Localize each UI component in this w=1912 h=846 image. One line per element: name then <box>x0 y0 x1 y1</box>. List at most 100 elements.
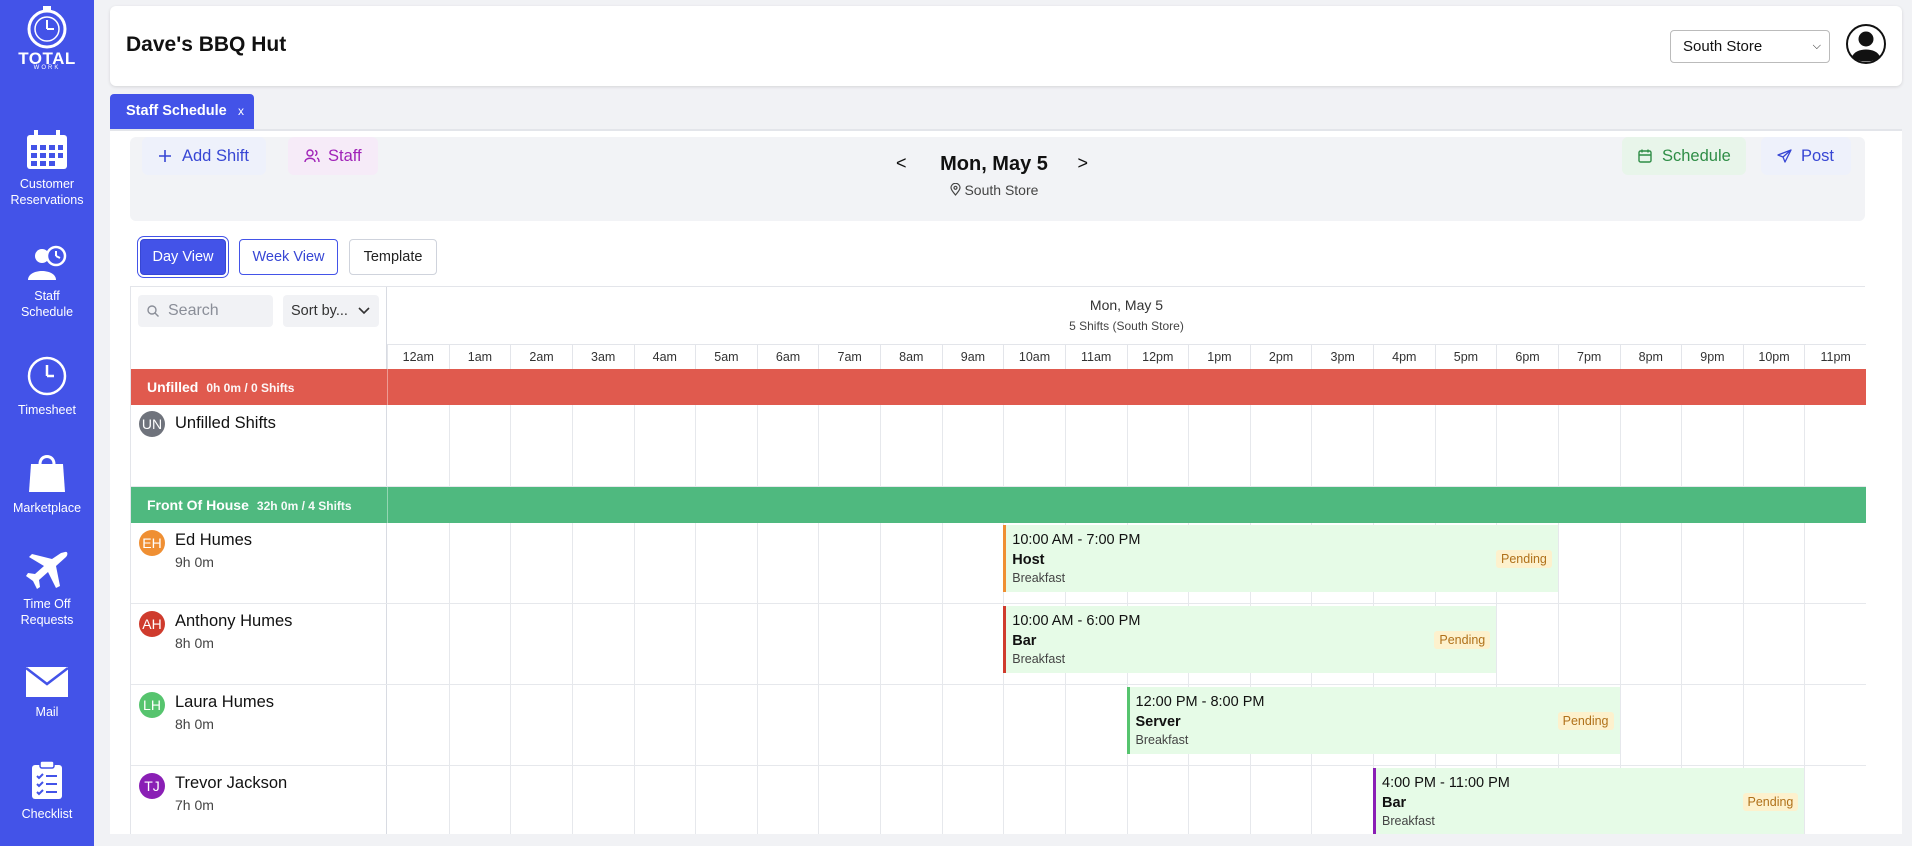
sidebar-item-customer-reservations[interactable]: Customer Reservations <box>0 130 94 208</box>
stopwatch-logo-icon <box>27 6 67 49</box>
hour-gridline <box>695 604 697 684</box>
timeline-row[interactable]: 12:00 PM - 8:00 PM Server Breakfast Pending <box>387 685 1866 765</box>
timeline-row[interactable]: 10:00 AM - 7:00 PM Host Breakfast Pending <box>387 523 1866 603</box>
timeline-row[interactable] <box>387 405 1866 486</box>
hour-gridline <box>1619 685 1621 765</box>
schedule-panel: Add Shift Staff < Mon, May 5 > South Sto… <box>110 129 1902 834</box>
hour-gridline <box>880 405 881 486</box>
hour-label: 8am <box>880 345 942 369</box>
employee-name[interactable]: Trevor Jackson <box>175 774 288 792</box>
map-pin-icon <box>949 182 961 196</box>
hour-gridline <box>941 685 943 765</box>
hour-gridline <box>818 405 820 486</box>
sidebar-label-timesheet: Timesheet <box>18 403 76 417</box>
employee-hours: 8h 0m <box>175 635 214 651</box>
tab-close-button[interactable]: x <box>238 104 244 118</box>
hour-gridline <box>756 405 758 486</box>
shift-meal: Breakfast <box>1382 814 1435 828</box>
store-select[interactable]: South Store ⌵ <box>1670 30 1830 63</box>
add-shift-button[interactable]: Add Shift <box>142 137 266 175</box>
hour-gridline <box>1681 685 1683 765</box>
template-button[interactable]: Template <box>349 239 437 275</box>
status-badge: Pending <box>1496 550 1552 568</box>
hour-gridline <box>1311 405 1313 486</box>
group-divider <box>387 369 388 405</box>
staff-button[interactable]: Staff <box>288 137 378 175</box>
app-logo[interactable]: TOTAL WORK <box>0 2 94 74</box>
calendar-icon <box>27 130 67 169</box>
hour-gridline <box>1188 405 1190 486</box>
hour-gridline <box>695 766 697 834</box>
sidebar-item-staff-schedule[interactable]: Staff Schedule <box>0 244 94 320</box>
hour-gridline <box>448 766 450 834</box>
shift-time: 12:00 PM - 8:00 PM <box>1135 694 1265 710</box>
employee-row: EH Ed Humes 9h 0m 10:00 AM - 7:00 PM Host Bre… <box>131 523 1866 604</box>
sidebar-item-checklist[interactable]: Checklist <box>0 760 94 822</box>
store-select-value: South Store <box>1683 38 1763 55</box>
timeline-row[interactable]: 10:00 AM - 6:00 PM Bar Breakfast Pending <box>387 604 1866 684</box>
hour-gridline <box>1064 685 1066 765</box>
sidebar-item-mail[interactable]: Mail <box>0 666 94 720</box>
hour-label: 8pm <box>1619 345 1682 369</box>
prev-day-button[interactable]: < <box>896 153 907 173</box>
hour-label: 5am <box>695 345 757 369</box>
next-day-button[interactable]: > <box>1077 153 1088 173</box>
avatar: TJ <box>139 773 165 799</box>
hour-gridline <box>818 766 820 834</box>
hour-gridline <box>510 604 512 684</box>
user-avatar-icon[interactable] <box>1846 24 1886 64</box>
sidebar-label-marketplace: Marketplace <box>12 501 82 515</box>
employee-name[interactable]: Ed Humes <box>175 531 253 549</box>
hour-gridline <box>1681 405 1683 486</box>
schedule-button[interactable]: Schedule <box>1622 137 1746 175</box>
hour-gridline <box>1619 604 1621 684</box>
shift-block[interactable]: 10:00 AM - 7:00 PM Host Breakfast Pending <box>1003 525 1558 592</box>
hour-gridline <box>1742 604 1744 684</box>
employee-name[interactable]: Anthony Humes <box>175 612 293 630</box>
shift-time: 10:00 AM - 7:00 PM <box>1012 532 1141 548</box>
hour-label: 5pm <box>1434 345 1497 369</box>
tab-staff-schedule[interactable]: Staff Schedule x <box>110 94 254 129</box>
shopping-bag-icon <box>29 455 65 492</box>
hour-label: 11am <box>1064 345 1127 369</box>
sidebar-label-time-off-requests: Time Off Requests <box>20 597 74 627</box>
hour-gridline <box>818 604 820 684</box>
shift-block[interactable]: 12:00 PM - 8:00 PM Server Breakfast Pending <box>1126 687 1620 754</box>
hour-label: 7am <box>818 345 880 369</box>
hour-gridline <box>1064 405 1066 486</box>
employee-row: LH Laura Humes 8h 0m 12:00 PM - 8:00 PM Serv… <box>131 685 1866 766</box>
hour-gridline <box>1804 405 1806 486</box>
sidebar-item-timesheet[interactable]: Timesheet <box>0 356 94 418</box>
hour-gridline <box>880 604 881 684</box>
hour-label: 1pm <box>1188 345 1250 369</box>
timeline-row[interactable]: 4:00 PM - 11:00 PM Bar Breakfast Pending <box>387 766 1866 834</box>
shift-block[interactable]: 4:00 PM - 11:00 PM Bar Breakfast Pending <box>1373 768 1805 834</box>
sort-select[interactable]: Sort by... <box>283 295 379 327</box>
send-icon <box>1777 149 1792 163</box>
status-badge: Pending <box>1557 712 1614 730</box>
sidebar: TOTAL WORK Customer Reservations Staff Sch… <box>0 0 94 846</box>
day-view-button[interactable]: Day View <box>140 239 226 275</box>
group-front-of-house-header[interactable]: Front Of House 32h 0m / 4 Shifts <box>131 487 1866 523</box>
employee-row: AH Anthony Humes 8h 0m 10:00 AM - 6:00 PM Ba… <box>131 604 1866 685</box>
hour-gridline <box>448 405 450 486</box>
shift-block[interactable]: 10:00 AM - 6:00 PM Bar Breakfast Pending <box>1003 606 1497 673</box>
group-summary: 0h 0m / 0 Shifts <box>206 381 295 395</box>
hour-label: 10am <box>1003 345 1065 369</box>
users-icon <box>304 149 320 163</box>
post-button[interactable]: Post <box>1761 137 1851 175</box>
hour-gridline <box>448 685 450 765</box>
plus-icon <box>159 150 171 162</box>
hour-gridline <box>695 523 697 603</box>
sidebar-item-marketplace[interactable]: Marketplace <box>0 452 94 516</box>
week-view-button[interactable]: Week View <box>239 239 338 275</box>
hour-label: 12pm <box>1126 345 1189 369</box>
hour-gridline <box>1742 685 1744 765</box>
hour-label: 3pm <box>1311 345 1373 369</box>
timeline-summary: 5 Shifts (South Store) <box>1069 319 1184 333</box>
sidebar-item-time-off-requests[interactable]: Time Off Requests <box>0 550 94 628</box>
search-input[interactable]: Search <box>138 295 273 327</box>
employee-name[interactable]: Laura Humes <box>175 693 275 711</box>
group-unfilled-header[interactable]: Unfilled 0h 0m / 0 Shifts <box>131 369 1866 405</box>
hour-gridline <box>880 766 881 834</box>
